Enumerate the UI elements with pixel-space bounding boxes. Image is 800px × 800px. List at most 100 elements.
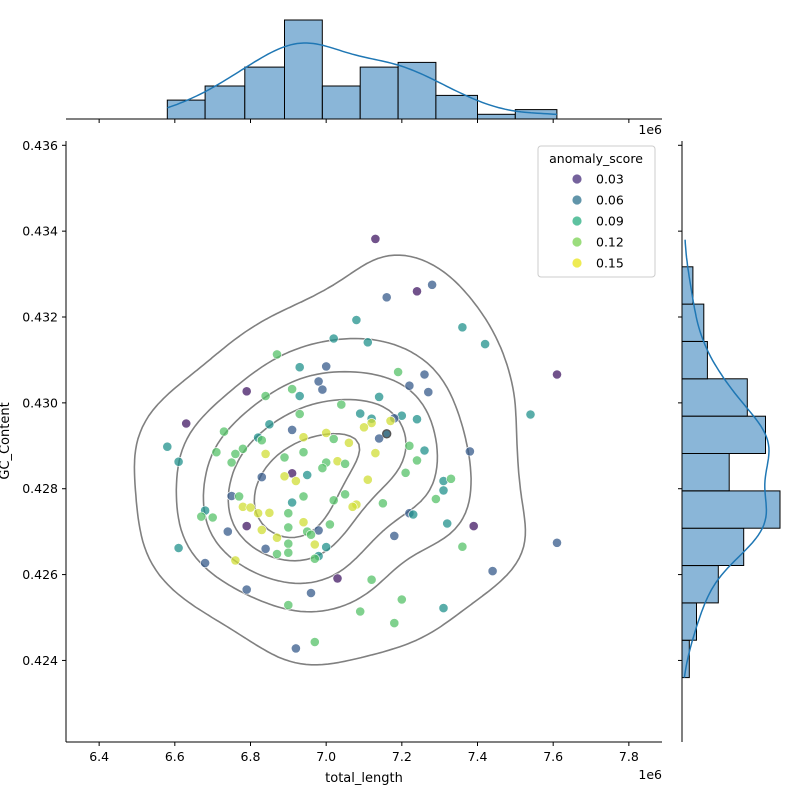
- legend-marker: [572, 216, 582, 226]
- scatter-point: [480, 339, 490, 349]
- top-hist-bar: [359, 66, 399, 120]
- scatter-point: [438, 485, 449, 496]
- top-hist-bar: [397, 61, 437, 120]
- x-offset-label: 1e6: [638, 767, 662, 782]
- scatter-point: [393, 367, 403, 377]
- scatter-point: [336, 399, 347, 410]
- scatter-point: [237, 443, 248, 454]
- scatter-point: [362, 474, 373, 485]
- legend-marker: [572, 174, 582, 184]
- scatter-point: [468, 521, 479, 531]
- scatter-point: [264, 419, 275, 430]
- scatter-point: [430, 494, 441, 504]
- x-axis-label: total_length: [325, 771, 403, 786]
- x-tick-label: 7.6: [543, 749, 563, 764]
- scatter-point: [324, 519, 335, 530]
- scatter-point: [241, 386, 252, 397]
- scatter-point: [287, 424, 297, 435]
- top-hist-bar: [477, 113, 516, 120]
- scatter-point: [196, 511, 207, 522]
- scatter-point: [412, 414, 422, 425]
- top-marginal-histogram: [166, 19, 558, 120]
- scatter-point: [343, 437, 354, 448]
- top-hist-bar: [204, 85, 246, 120]
- scatter-point: [162, 441, 173, 452]
- scatter-point: [457, 322, 468, 333]
- y-tick-label: 0.430: [22, 395, 58, 410]
- scatter-point: [200, 558, 210, 568]
- scatter-point: [298, 517, 309, 528]
- right-marginal-histogram: [681, 266, 781, 679]
- scatter-points: [162, 233, 562, 654]
- x-axis-ticks: 6.4 6.6 6.8 7.0 7.2 7.4 7.6 7.8: [89, 742, 639, 764]
- x-tick-label: 7.4: [468, 749, 488, 764]
- scatter-point: [173, 456, 184, 467]
- scatter-point: [256, 472, 267, 482]
- scatter-point: [457, 541, 468, 552]
- right-hist-bar: [681, 415, 766, 455]
- top-marginal-kde-curve: [167, 42, 558, 116]
- scatter-point: [302, 470, 313, 480]
- scatter-point: [408, 509, 419, 520]
- right-hist-bar: [681, 303, 705, 342]
- scatter-point: [359, 422, 369, 433]
- scatter-point: [230, 448, 241, 459]
- top-hist-bar: [435, 94, 478, 120]
- scatter-point: [283, 547, 294, 558]
- scatter-point: [374, 433, 384, 444]
- scatter-point: [241, 521, 252, 531]
- legend-entry-label: 0.09: [596, 214, 624, 229]
- x-tick-label: 6.4: [89, 749, 109, 764]
- scatter-point: [253, 508, 263, 519]
- legend-frame: [537, 145, 656, 278]
- scatter-point: [464, 446, 475, 457]
- x-tick-label: 7.2: [392, 749, 412, 764]
- scatter-point: [245, 502, 256, 513]
- scatter-point: [525, 409, 536, 420]
- scatter-point: [321, 427, 332, 438]
- scatter-point: [404, 380, 415, 391]
- scatter-point: [552, 537, 562, 548]
- y-tick-label: 0.434: [22, 224, 58, 239]
- scatter-point: [283, 522, 294, 533]
- kde-contour-line: [133, 254, 527, 666]
- y-axis-label: GC_Content: [0, 402, 13, 479]
- legend: anomaly_score 0.03 0.06 0.09 0.12 0.15: [537, 145, 656, 278]
- scatter-point: [313, 376, 324, 387]
- top-hist-bar: [284, 19, 323, 120]
- legend-entries: 0.03 0.06 0.09 0.12 0.15: [572, 172, 624, 271]
- scatter-point: [396, 594, 407, 605]
- scatter-point: [381, 292, 392, 303]
- scatter-point: [377, 498, 388, 509]
- scatter-point: [355, 606, 366, 617]
- scatter-point: [287, 497, 297, 508]
- scatter-point: [389, 618, 400, 628]
- scatter-point: [340, 489, 350, 500]
- scatter-point: [256, 525, 267, 535]
- right-hist-bar: [681, 490, 781, 529]
- scatter-point: [294, 409, 305, 419]
- scatter-point: [222, 526, 233, 537]
- scatter-point: [226, 457, 237, 468]
- x-tick-label: 6.8: [241, 749, 261, 764]
- scatter-point: [264, 507, 275, 518]
- scatter-point: [351, 315, 362, 325]
- scatter-point: [321, 542, 332, 552]
- scatter-point: [328, 333, 339, 344]
- scatter-point: [173, 543, 184, 553]
- scatter-point: [400, 467, 411, 478]
- scatter-point: [366, 418, 377, 428]
- x-tick-label: 6.6: [165, 749, 185, 764]
- scatter-point: [389, 531, 400, 541]
- y-axis-ticks: 0.424 0.426 0.428 0.430 0.432 0.434 0.436: [22, 138, 66, 668]
- legend-marker: [572, 258, 582, 268]
- y-tick-label: 0.436: [22, 138, 58, 153]
- top-marginal-ticks: [98, 119, 630, 123]
- y-tick-label: 0.432: [22, 310, 58, 325]
- scatter-point: [385, 415, 396, 426]
- scatter-point: [272, 532, 282, 543]
- scatter-point: [298, 447, 309, 458]
- scatter-point: [419, 369, 430, 380]
- scatter-point: [256, 435, 267, 446]
